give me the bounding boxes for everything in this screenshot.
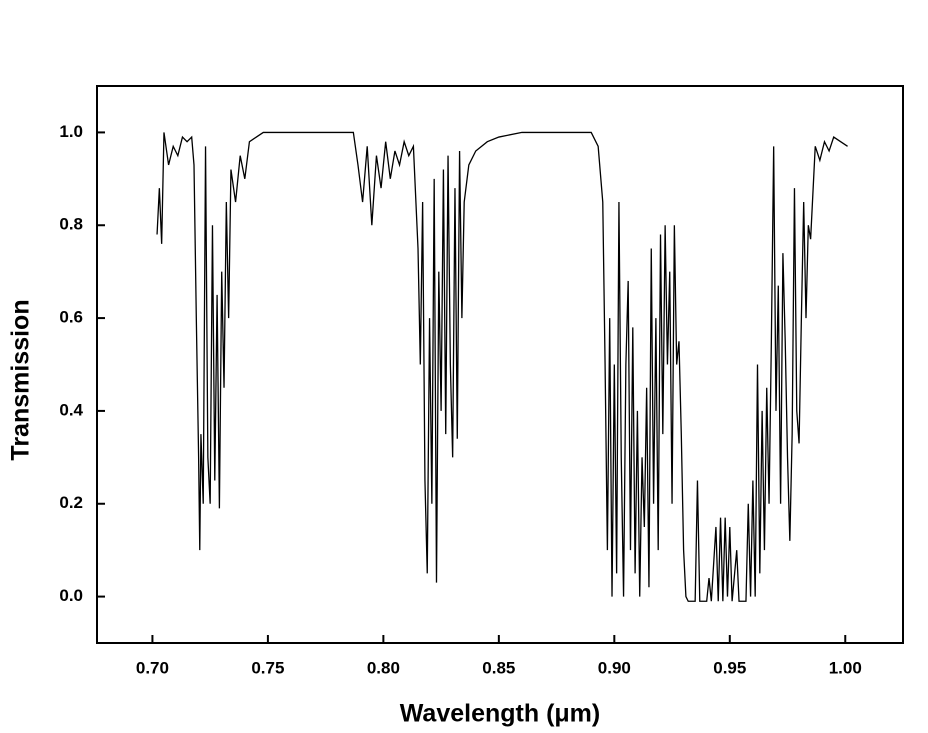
plot-frame bbox=[96, 85, 904, 644]
x-tick-label: 0.85 bbox=[482, 658, 515, 677]
x-axis-label: Wavelength (μm) bbox=[400, 700, 601, 728]
x-tick-label: 1.00 bbox=[829, 658, 862, 677]
y-axis-label: Transmission bbox=[7, 299, 35, 460]
x-tick-label: 0.70 bbox=[136, 658, 169, 677]
spectrum-line bbox=[156, 131, 848, 602]
y-tick-label: 0.4 bbox=[59, 400, 83, 419]
y-tick-label: 0.8 bbox=[59, 215, 83, 234]
x-tick-label: 0.95 bbox=[713, 658, 746, 677]
y-tick-label: 0.2 bbox=[59, 493, 83, 512]
x-tick-label: 0.90 bbox=[598, 658, 631, 677]
y-tick-label: 1.0 bbox=[59, 122, 83, 141]
x-tick-label: 0.80 bbox=[367, 658, 400, 677]
y-tick-label: 0.0 bbox=[59, 586, 83, 605]
y-tick-label: 0.6 bbox=[59, 308, 83, 327]
x-tick-label: 0.75 bbox=[251, 658, 284, 677]
